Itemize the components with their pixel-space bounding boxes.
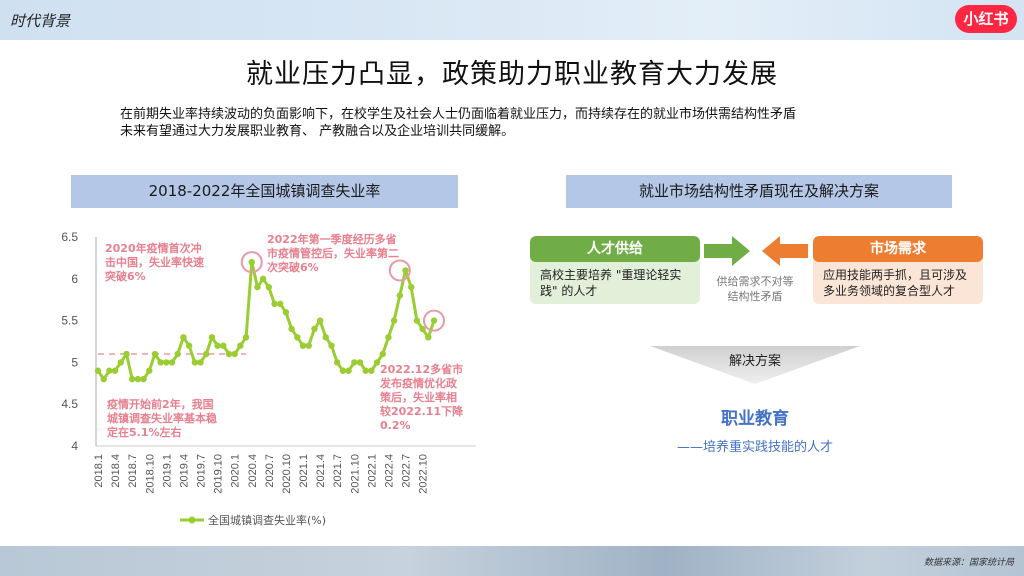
market-demand-card: 市场需求 应用技能两手抓，且可涉及多业务领域的复合型人才	[813, 236, 983, 304]
svg-text:2022.1: 2022.1	[366, 454, 378, 488]
svg-text:2020.7: 2020.7	[264, 454, 276, 488]
footer-bar: 数据来源：国家统计局	[0, 546, 1024, 576]
data-source: 数据来源：国家统计局	[923, 558, 1014, 568]
svg-text:次突破6%: 次突破6%	[267, 260, 319, 274]
svg-text:城镇调查失业率基本稳: 城镇调查失业率基本稳	[107, 411, 217, 425]
svg-text:4.5: 4.5	[61, 397, 78, 411]
intro-line-2: 未来有望通过大力发展职业教育、 产教融合以及企业培训共同缓解。	[120, 124, 515, 139]
solution-funnel-shape	[650, 346, 860, 384]
brand-logo: 小红书	[955, 5, 1017, 33]
svg-text:5.5: 5.5	[61, 314, 78, 328]
svg-text:疫情开始前2年，我国: 疫情开始前2年，我国	[107, 397, 214, 411]
market-demand-body: 应用技能两手抓，且可涉及多业务领域的复合型人才	[823, 268, 968, 298]
page-title: 就业压力凸显，政策助力职业教育大力发展	[246, 59, 778, 90]
solution-label: 解决方案	[728, 354, 781, 369]
solution-subtitle: ——培养重实践技能的人才	[676, 440, 833, 455]
svg-text:2022年第一季度经历多省: 2022年第一季度经历多省	[267, 232, 397, 246]
svg-text:4: 4	[71, 439, 78, 453]
svg-text:5: 5	[71, 355, 78, 369]
solution-title: 职业教育	[721, 409, 789, 429]
svg-text:全国城镇调查失业率(%): 全国城镇调查失业率(%)	[208, 513, 326, 527]
svg-text:2018.7: 2018.7	[127, 454, 139, 488]
svg-text:0.2%: 0.2%	[380, 419, 411, 432]
svg-text:2021.10: 2021.10	[349, 454, 361, 494]
svg-text:策后，失业率相: 策后，失业率相	[379, 390, 457, 404]
svg-text:6: 6	[71, 272, 78, 286]
svg-text:2019.10: 2019.10	[213, 454, 225, 494]
line-chart-svg: 4 4.5 5 5.5 6 6.5 2018.1 2018.4 2018.7 2018.10 201…	[61, 230, 476, 527]
svg-text:2020.4: 2020.4	[247, 454, 259, 488]
market-demand-title: 市场需求	[813, 236, 983, 262]
intro-line-1: 在前期失业率持续波动的负面影响下，在校学生及社会人士仍面临着就业压力，而持续存在…	[120, 107, 797, 122]
svg-text:2021.4: 2021.4	[315, 454, 327, 488]
mismatch-line-2: 结构性矛盾	[727, 290, 783, 303]
svg-text:2020.1: 2020.1	[230, 454, 242, 488]
svg-text:较2022.11下降: 较2022.11下降	[380, 404, 464, 418]
svg-text:2022.4: 2022.4	[383, 454, 395, 488]
svg-text:2019.1: 2019.1	[161, 454, 173, 488]
svg-text:2019.7: 2019.7	[196, 454, 208, 488]
svg-text:2021.1: 2021.1	[298, 454, 310, 488]
svg-text:定在5.1%左右: 定在5.1%左右	[107, 425, 182, 439]
svg-text:2020.10: 2020.10	[281, 454, 293, 494]
mismatch-text: 供给需求不对等 结构性矛盾	[700, 274, 810, 304]
intro-text: 在前期失业率持续波动的负面影响下，在校学生及社会人士仍面临着就业压力，而持续存在…	[120, 106, 920, 140]
svg-text:2021.7: 2021.7	[332, 454, 344, 488]
svg-text:2018.10: 2018.10	[144, 454, 156, 494]
talent-supply-title: 人才供给	[530, 236, 700, 262]
section-tag: 时代背景	[10, 12, 71, 30]
talent-supply-card: 人才供给 高校主要培养 "重理论轻实践" 的人才	[530, 236, 700, 304]
svg-text:6.5: 6.5	[61, 230, 78, 244]
arrow-left-icon	[762, 236, 808, 266]
svg-text:2020年疫情首次冲: 2020年疫情首次冲	[105, 241, 202, 255]
mismatch-line-1: 供给需求不对等	[716, 275, 794, 288]
svg-text:突破6%: 突破6%	[105, 269, 146, 283]
svg-text:2022.12多省市: 2022.12多省市	[380, 362, 463, 376]
left-panel-heading: 2018-2022年全国城镇调查失业率	[71, 175, 458, 208]
unemployment-chart: 4 4.5 5 5.5 6 6.5 2018.1 2018.4 2018.7 2018.10 201…	[60, 225, 480, 535]
svg-text:击中国，失业率快速: 击中国，失业率快速	[105, 255, 204, 269]
svg-text:2022.7: 2022.7	[401, 454, 413, 488]
arrow-right-icon	[704, 236, 750, 266]
talent-supply-body: 高校主要培养 "重理论轻实践" 的人才	[540, 268, 682, 298]
svg-text:2018.1: 2018.1	[93, 454, 105, 488]
top-header-bar: 时代背景 小红书	[0, 0, 1024, 40]
right-panel-heading: 就业市场结构性矛盾现在及解决方案	[566, 175, 952, 208]
svg-text:2022.10: 2022.10	[418, 454, 430, 494]
svg-text:2018.4: 2018.4	[110, 454, 122, 488]
svg-text:发布疫情优化政: 发布疫情优化政	[379, 376, 458, 390]
svg-text:2019.4: 2019.4	[178, 454, 190, 488]
svg-text:市疫情管控后，失业率第二: 市疫情管控后，失业率第二	[267, 246, 399, 260]
